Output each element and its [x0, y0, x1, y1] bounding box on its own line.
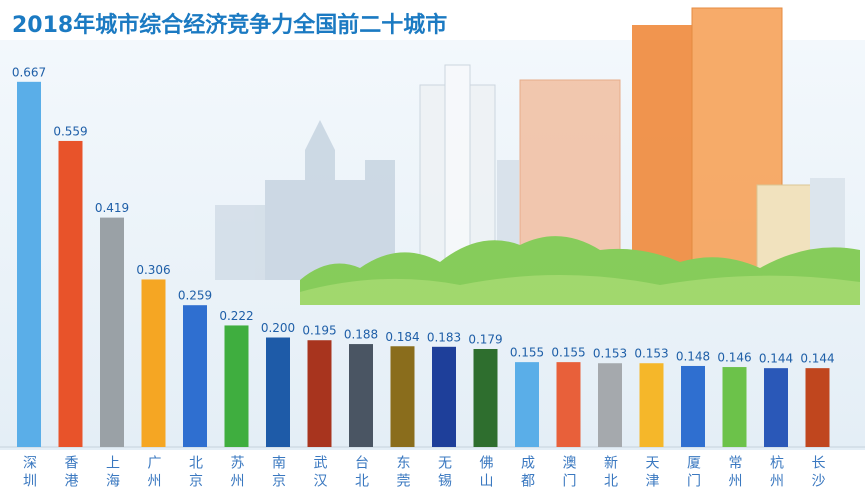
value-label: 0.155	[510, 346, 544, 360]
x-tick-label: 厦门	[685, 455, 701, 491]
bar	[307, 340, 332, 447]
x-tick-label: 澳门	[561, 455, 577, 491]
bar	[764, 368, 788, 447]
value-label: 0.559	[53, 124, 87, 138]
value-label: 0.222	[219, 309, 253, 323]
x-tick-label: 北京	[187, 455, 203, 491]
value-label: 0.144	[759, 352, 793, 366]
x-tick-label: 长沙	[810, 455, 826, 491]
x-tick-label: 深圳	[21, 455, 37, 491]
bar	[639, 363, 664, 447]
x-tick-label: 天津	[644, 455, 660, 491]
bar	[722, 367, 747, 447]
value-label: 0.259	[178, 289, 212, 303]
value-label: 0.306	[136, 263, 170, 277]
value-label: 0.153	[593, 347, 627, 361]
value-label: 0.153	[634, 347, 668, 361]
bar	[266, 337, 290, 447]
value-label: 0.667	[12, 65, 46, 79]
value-label: 0.146	[717, 351, 751, 365]
x-tick-label: 杭州	[768, 455, 784, 491]
value-label: 0.184	[385, 330, 419, 344]
x-tick-label: 东莞	[395, 455, 411, 491]
bar	[58, 140, 83, 447]
bar	[515, 362, 539, 447]
x-tick-label: 无锡	[436, 455, 452, 491]
value-label: 0.200	[261, 321, 295, 335]
x-tick-label: 佛山	[478, 455, 494, 491]
value-label: 0.144	[800, 352, 834, 366]
city-decoration	[215, 7, 860, 305]
x-tick-label: 成都	[519, 455, 535, 491]
value-label: 0.148	[676, 349, 710, 363]
bar	[224, 325, 249, 447]
value-label: 0.179	[468, 332, 502, 346]
bar	[598, 363, 622, 447]
value-label: 0.183	[427, 330, 461, 344]
x-tick-label: 苏州	[229, 455, 245, 491]
bar	[681, 365, 705, 447]
x-tick-label: 武汉	[312, 455, 328, 491]
value-label: 0.188	[344, 328, 378, 342]
x-tick-label: 上海	[104, 455, 120, 491]
chart-title: 2018年城市综合经济竞争力全国前二十城市	[12, 12, 447, 38]
bar	[390, 346, 415, 447]
x-tick-label: 常州	[727, 455, 743, 491]
bar	[141, 279, 166, 447]
bar	[349, 344, 373, 447]
bar	[805, 368, 830, 447]
x-tick-label: 广州	[146, 455, 162, 491]
bar	[473, 348, 498, 447]
value-label: 0.195	[302, 324, 336, 338]
x-tick-label: 香港	[63, 455, 79, 491]
x-tick-label: 新北	[602, 455, 618, 491]
x-tick-label: 南京	[270, 455, 286, 491]
bar	[432, 346, 456, 447]
bar	[556, 362, 581, 447]
bar	[17, 81, 41, 447]
bar	[183, 305, 207, 447]
x-tick-label: 台北	[353, 455, 369, 491]
value-label: 0.155	[551, 346, 585, 360]
bar	[100, 217, 124, 447]
value-label: 0.419	[95, 201, 129, 215]
